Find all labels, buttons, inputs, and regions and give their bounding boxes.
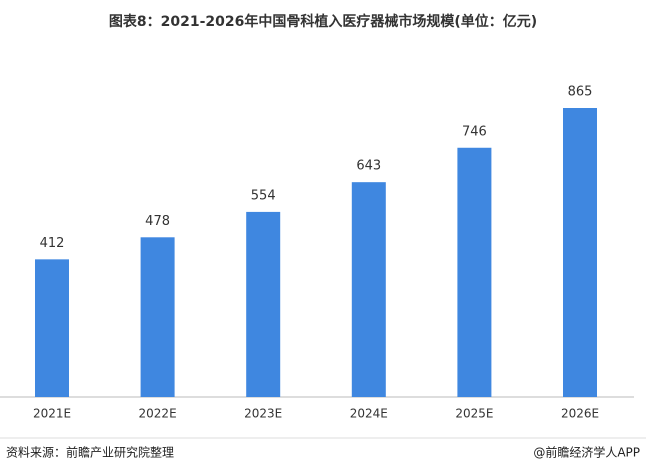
x-tick-label: 2022E <box>139 407 177 421</box>
chart-title: 图表8：2021-2026年中国骨科植入医疗器械市场规模(单位：亿元) <box>109 13 537 30</box>
bar <box>140 237 175 397</box>
source: 资料来源：前瞻产业研究院整理 <box>6 445 174 460</box>
brand: @前瞻经济学人APP <box>533 445 640 460</box>
bar <box>351 182 386 397</box>
value-label: 554 <box>251 188 276 203</box>
bar <box>35 259 69 397</box>
bar <box>457 147 492 397</box>
value-label: 412 <box>40 236 65 251</box>
x-tick-label: 2023E <box>244 407 282 421</box>
value-label: 746 <box>462 124 487 139</box>
value-label: 865 <box>568 85 593 100</box>
value-label: 478 <box>145 214 170 229</box>
x-tick-label: 2021E <box>33 407 71 421</box>
x-tick-label: 2025E <box>455 407 493 421</box>
value-label: 643 <box>356 159 381 174</box>
bar <box>246 211 281 397</box>
bar <box>563 108 597 397</box>
x-tick-label: 2024E <box>350 407 388 421</box>
x-tick-label: 2026E <box>561 407 599 421</box>
